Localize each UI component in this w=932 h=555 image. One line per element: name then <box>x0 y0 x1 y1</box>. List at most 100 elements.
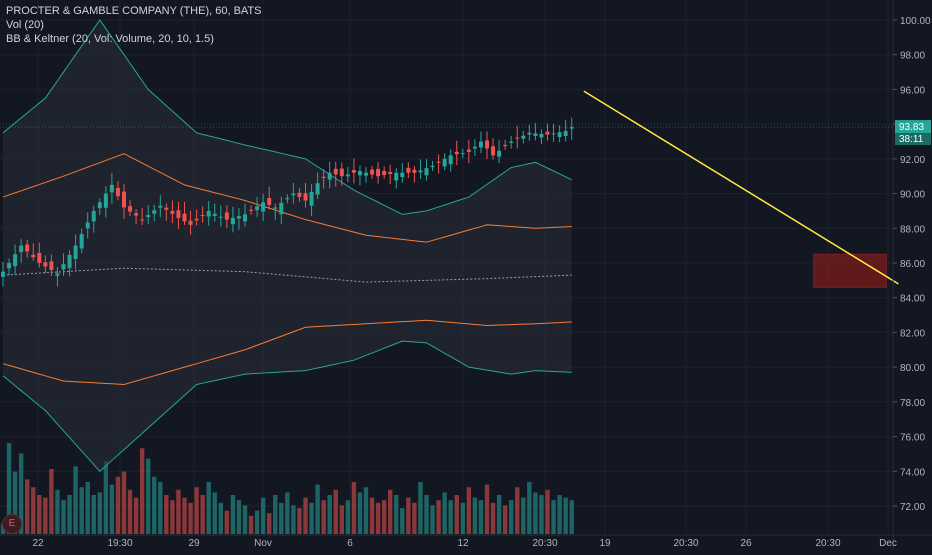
volume-bar <box>188 502 193 534</box>
volume-bar <box>454 495 459 534</box>
symbol-title[interactable]: PROCTER & GAMBLE COMPANY (THE), 60, BATS <box>6 5 262 17</box>
volume-bar <box>218 502 223 534</box>
volume-bar <box>303 497 308 534</box>
volume-bar <box>357 492 363 534</box>
candle-body <box>418 170 423 173</box>
candle-body <box>134 213 139 216</box>
candle-body <box>97 202 102 209</box>
time-tick-label: Dec <box>879 538 897 549</box>
volume-bar <box>127 489 133 534</box>
bb-keltner-indicator-label[interactable]: BB & Keltner (20, Vol: Volume, 20, 10, 1… <box>6 33 214 45</box>
candle-body <box>521 135 526 139</box>
bollinger-basis-line <box>2 267 572 283</box>
candle-body <box>503 144 508 147</box>
volume-bar <box>267 513 272 534</box>
candle-body <box>255 206 260 211</box>
candle-body <box>345 174 350 177</box>
volume-bar <box>424 495 429 534</box>
price-tick-label: 78.00 <box>900 398 925 409</box>
volume-bar <box>121 471 127 534</box>
volume-bar <box>412 502 417 534</box>
volume-bar <box>176 489 181 534</box>
time-tick-label: 6 <box>347 538 353 549</box>
volume-bar <box>478 500 484 534</box>
volume-bar <box>273 495 278 534</box>
volume-bar <box>460 502 465 534</box>
volume-bar <box>418 482 423 534</box>
price-tick-label: 72.00 <box>900 502 925 513</box>
candle-body <box>122 191 126 208</box>
candle-body <box>218 216 223 218</box>
volume-bar <box>200 495 205 534</box>
volume-bar <box>164 495 169 534</box>
volume-bar <box>37 495 42 534</box>
candle-body <box>364 172 368 176</box>
candle-body <box>13 254 18 267</box>
time-tick-label: 20:30 <box>815 538 840 549</box>
candle-body <box>388 171 393 174</box>
time-tick-label: 22 <box>32 538 44 549</box>
candle-body <box>291 193 296 196</box>
candle-body <box>200 215 205 217</box>
time-tick-label: 20:30 <box>673 538 698 549</box>
candle-body <box>146 214 151 218</box>
candle-body <box>466 149 471 152</box>
volume-bar <box>73 466 78 534</box>
volume-bar <box>97 492 102 534</box>
candle-body <box>109 184 114 193</box>
candle-body <box>182 213 187 222</box>
time-tick-label: 20:30 <box>532 538 557 549</box>
candle-body <box>454 151 459 155</box>
candle-body <box>91 210 96 222</box>
volume-indicator-label[interactable]: Vol (20) <box>6 19 44 31</box>
volume-bar <box>109 484 115 534</box>
time-tick-label: Nov <box>254 538 272 549</box>
volume-bar <box>103 461 109 534</box>
candle-body <box>243 214 247 222</box>
volume-bar <box>55 489 60 534</box>
candle-body <box>152 210 157 214</box>
countdown-label: 38:11 <box>899 134 924 145</box>
earnings-event-icon[interactable]: E <box>2 514 22 534</box>
volume-bar <box>339 505 344 534</box>
volume-bar <box>315 484 320 534</box>
candle-body <box>485 140 489 149</box>
candlestick-series <box>1 117 574 287</box>
volume-bar <box>194 487 199 534</box>
volume-bar <box>321 500 326 534</box>
candle-body <box>533 133 538 136</box>
volume-bar <box>351 482 357 534</box>
candle-body <box>376 168 381 177</box>
candle-body <box>188 220 193 225</box>
candle-body <box>400 172 405 178</box>
candle-body <box>261 202 266 212</box>
volume-bar <box>521 497 526 534</box>
volume-bar <box>375 502 381 534</box>
volume-bar <box>224 510 230 534</box>
volume-bar <box>442 492 447 534</box>
candle-body <box>442 158 447 167</box>
candle-body <box>309 191 314 206</box>
volume-bar <box>381 500 387 534</box>
candle-body <box>515 137 520 139</box>
candle-body <box>85 222 90 229</box>
candle-body <box>176 210 181 218</box>
candle-body <box>557 132 562 137</box>
candle-body <box>472 146 477 149</box>
price-tick-label: 76.00 <box>900 433 925 444</box>
volume-bar <box>31 487 36 534</box>
volume-bar <box>79 487 84 534</box>
volume-bar <box>496 495 502 534</box>
candle-body <box>327 172 332 180</box>
volume-bar <box>291 505 296 534</box>
candle-body <box>279 202 284 215</box>
volume-bar <box>133 497 139 534</box>
price-tick-label: 88.00 <box>900 224 925 235</box>
volume-bar <box>18 453 24 534</box>
candle-body <box>61 264 66 270</box>
bollinger-lower-line <box>2 340 572 472</box>
candle-body <box>460 153 465 155</box>
price-tick-label: 96.00 <box>900 85 925 96</box>
